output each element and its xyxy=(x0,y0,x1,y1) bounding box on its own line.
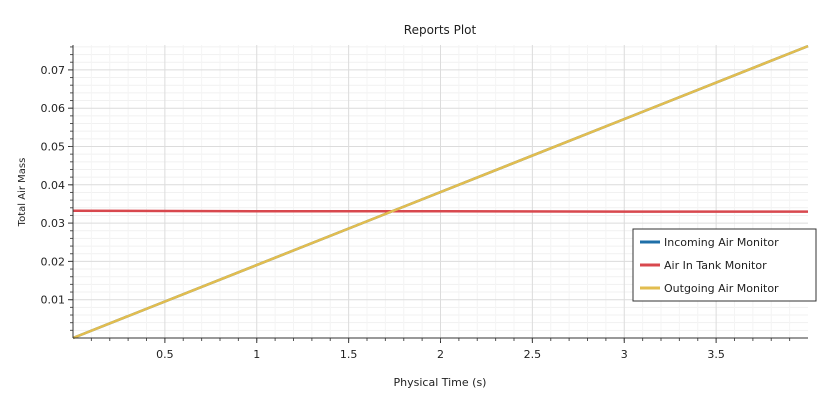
x-tick-label: 1.5 xyxy=(340,348,358,361)
y-tick-label: 0.02 xyxy=(41,255,66,268)
y-tick-label: 0.05 xyxy=(41,140,66,153)
legend-box xyxy=(632,228,817,302)
x-tick-label: 3.5 xyxy=(707,348,725,361)
grid-layer xyxy=(73,45,808,338)
x-tick-label: 1 xyxy=(253,348,260,361)
y-tick-label: 0.06 xyxy=(41,102,66,115)
y-tick-label: 0.07 xyxy=(41,64,66,77)
legend-label-incoming-air-monitor: Incoming Air Monitor xyxy=(664,236,779,249)
series-layer xyxy=(72,44,809,340)
y-axis-title: Total Air Mass xyxy=(17,158,28,228)
series-line-air-in-tank-monitor xyxy=(72,209,808,213)
x-tick-label: 2.5 xyxy=(524,348,542,361)
x-tick-label: 0.5 xyxy=(156,348,174,361)
legend: Incoming Air Monitor Air In Tank Monitor O… xyxy=(632,228,817,302)
y-tick-label: 0.04 xyxy=(41,179,66,192)
chart-title: Reports Plot xyxy=(404,23,477,37)
x-tick-label: 3 xyxy=(621,348,628,361)
x-tick-label: 2 xyxy=(437,348,444,361)
y-tick-label: 0.01 xyxy=(41,294,66,307)
axes-layer: 0.01 0.02 0.03 0.04 0.05 0.06 0.07 0.5 1 1.5 2 2.5 3… xyxy=(41,45,808,361)
legend-label-outgoing-air-monitor: Outgoing Air Monitor xyxy=(664,282,779,295)
y-tick-label: 0.03 xyxy=(41,217,66,230)
legend-label-air-in-tank-monitor: Air In Tank Monitor xyxy=(664,259,767,272)
series-line-outgoing-air-monitor xyxy=(72,44,809,340)
x-axis-title: Physical Time (s) xyxy=(394,376,487,389)
